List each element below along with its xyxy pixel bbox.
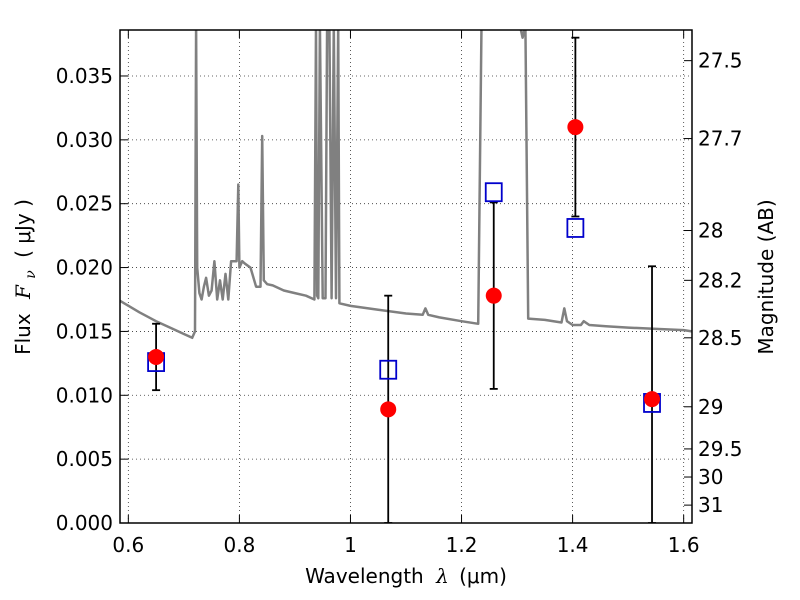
y-tick-label: 0.005 bbox=[56, 447, 113, 471]
observed-circles bbox=[148, 119, 661, 418]
y2-tick-label: 28.2 bbox=[698, 268, 743, 292]
y-axis-label: Flux F ν ( μJy ) bbox=[11, 199, 40, 355]
x-tick-label: 1 bbox=[344, 533, 357, 557]
y2-axis-label: Magnitude (AB) bbox=[754, 199, 778, 354]
y2-tick-label: 27.7 bbox=[698, 127, 743, 151]
model-point bbox=[566, 218, 585, 238]
x-label-symbol: λ bbox=[435, 564, 449, 588]
plot-frame bbox=[119, 29, 693, 524]
model-point bbox=[379, 359, 398, 380]
y-tick-label: 0.015 bbox=[56, 319, 113, 343]
observed-point bbox=[567, 119, 584, 136]
model-point bbox=[484, 182, 503, 203]
y2-tick-label: 28.5 bbox=[698, 326, 743, 350]
model-squares bbox=[147, 182, 661, 413]
y-tick-label: 0.000 bbox=[56, 511, 113, 535]
observed-point bbox=[380, 401, 397, 418]
x-label-prefix: Wavelength bbox=[305, 564, 424, 588]
y-tick-label: 0.020 bbox=[56, 256, 113, 280]
template-spectrum bbox=[120, 30, 692, 340]
observed-point bbox=[485, 287, 502, 304]
x-axis-label: Wavelength λ (μm) bbox=[305, 564, 507, 588]
y-label-prefix: Flux bbox=[11, 313, 35, 355]
y2-tick-label: 31 bbox=[698, 493, 723, 517]
y-tick-label: 0.025 bbox=[56, 192, 113, 216]
y2-tick-label: 30 bbox=[698, 465, 723, 489]
y-tick-label: 0.035 bbox=[56, 64, 113, 88]
y-label-subscript: ν bbox=[23, 270, 39, 279]
error-bars bbox=[152, 36, 657, 523]
y2-axis-ticks: 27.5 27.7 28 28.2 28.5 29 29.5 30 31 bbox=[684, 49, 743, 517]
y-tick-label: 0.030 bbox=[56, 128, 113, 152]
y-label-symbol: F bbox=[11, 284, 35, 300]
spectrum-line bbox=[120, 30, 692, 340]
x-tick-label: 0.8 bbox=[223, 533, 255, 557]
gridlines bbox=[120, 30, 692, 524]
x-tick-label: 0.6 bbox=[112, 533, 144, 557]
y2-tick-label: 28 bbox=[698, 219, 723, 243]
y2-tick-label: 27.5 bbox=[698, 49, 743, 73]
observed-point bbox=[644, 391, 661, 408]
y-tick-label: 0.010 bbox=[56, 383, 113, 407]
x-tick-label: 1.6 bbox=[668, 533, 700, 557]
y-label-unit: ( μJy ) bbox=[11, 199, 35, 258]
x-label-unit: (μm) bbox=[459, 564, 507, 588]
y2-tick-label: 29.5 bbox=[698, 437, 743, 461]
y2-tick-label: 29 bbox=[698, 395, 723, 419]
x-tick-label: 1.4 bbox=[557, 533, 589, 557]
y-axis-ticks: 0.000 0.005 0.010 0.015 0.020 0.025 0.030 0.035 bbox=[56, 64, 128, 535]
x-tick-label: 1.2 bbox=[446, 533, 478, 557]
x-axis-ticks: 0.6 0.8 1 1.2 1.4 1.6 bbox=[112, 30, 700, 557]
observed-point bbox=[148, 348, 165, 365]
